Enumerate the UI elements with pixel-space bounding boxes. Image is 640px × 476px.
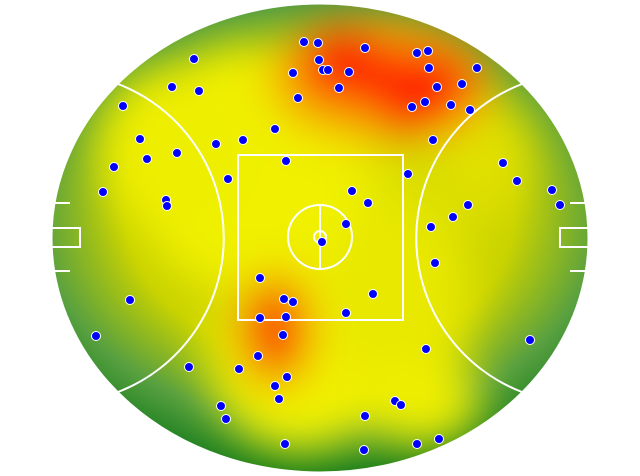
point [279,294,289,304]
point [253,351,263,361]
point [211,139,221,149]
point [446,100,456,110]
point [281,312,291,322]
point [274,394,284,404]
point [162,201,172,211]
point [512,176,522,186]
point [184,362,194,372]
point [299,37,309,47]
point [421,344,431,354]
point [428,135,438,145]
point [472,63,482,73]
point [293,93,303,103]
point [216,401,226,411]
point [403,169,413,179]
point [334,83,344,93]
point [547,185,557,195]
point [360,411,370,421]
point [167,82,177,92]
point [412,48,422,58]
point [317,237,327,247]
point [255,273,265,283]
point [463,200,473,210]
point [172,148,182,158]
point [109,162,119,172]
point [91,331,101,341]
point [457,79,467,89]
point [448,212,458,222]
point [341,219,351,229]
point [347,186,357,196]
point [270,381,280,391]
point [412,439,422,449]
point [360,43,370,53]
point [323,65,333,75]
point [363,198,373,208]
point [288,68,298,78]
point [555,200,565,210]
point [423,46,433,56]
point [281,156,291,166]
point [98,187,108,197]
point [407,102,417,112]
point [525,335,535,345]
point [368,289,378,299]
point [282,372,292,382]
point [430,258,440,268]
point [125,295,135,305]
point [278,330,288,340]
point [288,297,298,307]
point [234,364,244,374]
point [221,414,231,424]
point [142,154,152,164]
point [238,135,248,145]
point [498,158,508,168]
point [313,38,323,48]
point [194,86,204,96]
point [270,124,280,134]
point [280,439,290,449]
point [344,67,354,77]
point [465,105,475,115]
point [424,63,434,73]
points [91,37,565,455]
point [314,55,324,65]
point [189,54,199,64]
point [359,445,369,455]
point [135,134,145,144]
point [432,82,442,92]
point [255,313,265,323]
point [396,400,406,410]
point [341,308,351,318]
point [223,174,233,184]
point [426,222,436,232]
point [434,434,444,444]
point [118,101,128,111]
point [420,97,430,107]
